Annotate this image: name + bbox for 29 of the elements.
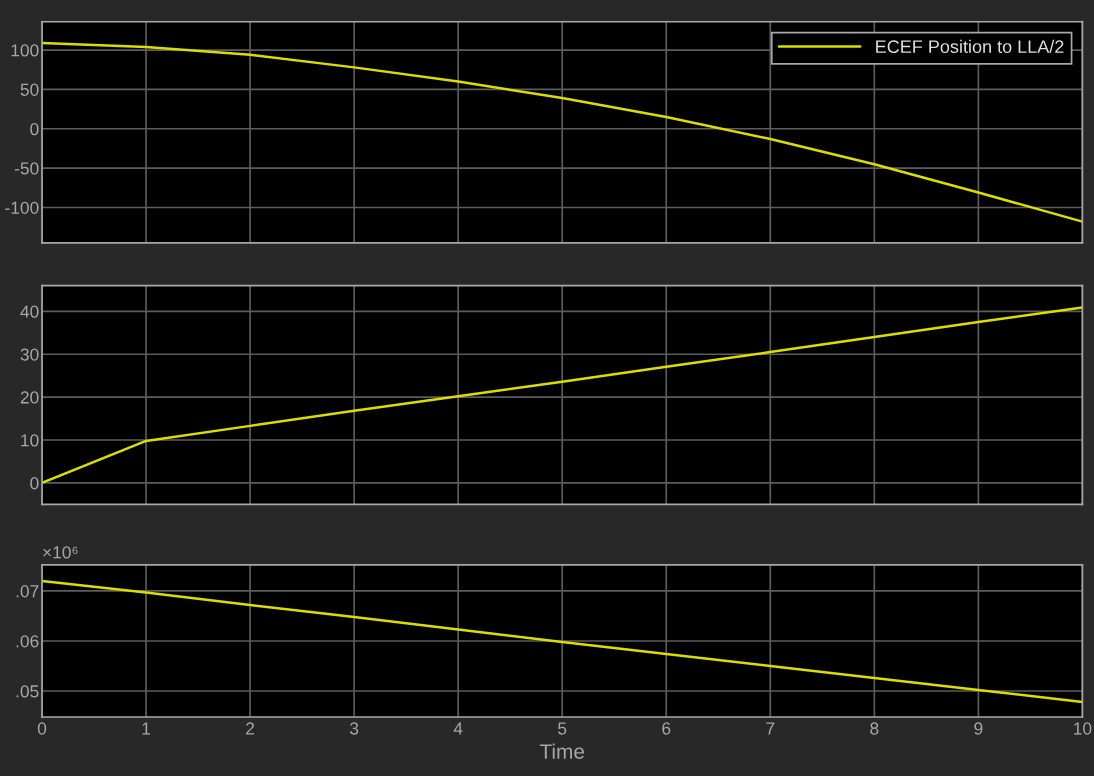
x-tick-label: 2: [246, 722, 255, 735]
x-tick-label: 10: [1074, 722, 1092, 735]
y-tick-label: 50: [20, 83, 39, 96]
x-tick-label: 1: [142, 722, 151, 735]
y-tick-label: -50: [14, 162, 39, 175]
x-tick-label: 6: [662, 722, 671, 735]
y-tick-label: 40: [20, 305, 39, 318]
y-tick-label: 30: [20, 348, 39, 361]
x-tick-label: 7: [766, 722, 775, 735]
line-series: [42, 306, 1083, 485]
y-tick-label: -100: [5, 201, 39, 214]
line-series: [42, 41, 1083, 223]
x-tick-label: 8: [870, 722, 879, 735]
x-tick-label: 4: [453, 722, 463, 735]
y-tick-label: 0: [30, 477, 39, 490]
x-axis-title: Time: [539, 743, 585, 759]
x-tick-label: 9: [974, 722, 983, 735]
text: ×10⁶: [43, 546, 78, 559]
y-tick-label: 100: [11, 44, 39, 57]
y-tick-label: .06: [16, 635, 39, 648]
y-tick-label: 10: [21, 434, 39, 447]
y-tick-label: .05: [16, 685, 39, 698]
y-tick-label: 20: [20, 391, 39, 404]
y-tick-label: 0: [30, 122, 39, 136]
line-series: [42, 579, 1083, 704]
x-tick-label: 5: [558, 722, 567, 735]
y-tick-label: .07: [16, 585, 39, 598]
legend-label: ECEF Position to LLA/2: [876, 39, 1064, 54]
x-tick-label: 3: [349, 722, 359, 735]
